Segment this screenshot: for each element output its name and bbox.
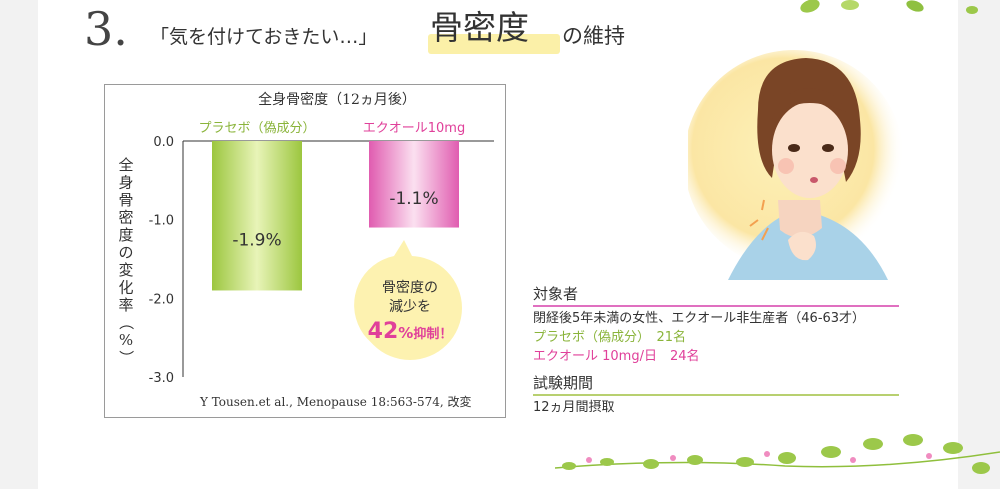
y-axis-label-char: 化 [118, 279, 133, 297]
bars: -1.9% プラセボ（偽成分） -1.1% エクオール10mg [198, 121, 465, 291]
bar-value-label: -1.1% [389, 189, 438, 209]
y-axis-label-char: 全 [118, 156, 133, 174]
period-title: 試験期間 [533, 372, 899, 396]
leaves-decoration-bottom [555, 434, 1000, 474]
y-axis-label-char: ） [117, 350, 135, 365]
page-margin-left [0, 0, 38, 489]
bar-1 [369, 141, 459, 228]
y-axis-label-char: % [119, 331, 133, 349]
y-axis-label-char: 密 [118, 209, 133, 227]
section-number: 3. [84, 2, 128, 56]
y-tick-label: -2.0 [149, 292, 174, 307]
reduction-callout: 骨密度の 減少を 42%抑制！ [354, 240, 462, 360]
heading-highlight [428, 34, 560, 54]
subjects-line: 閉経後5年未満の女性、エクオール非生産者（46-63才） [533, 311, 866, 326]
section-title-tail: の維持 [562, 24, 625, 48]
callout-value-line: 42%抑制！ [368, 319, 453, 344]
callout-circle [358, 256, 462, 360]
callout-unit: % [398, 324, 413, 342]
callout-suffix: 抑制！ [413, 326, 452, 342]
callout-value: 42 [368, 319, 399, 344]
callout-line2: 減少を [389, 298, 431, 315]
y-tick-label: -1.0 [149, 214, 174, 229]
study-info: 対象者 閉経後5年未満の女性、エクオール非生産者（46-63才） プラセボ（偽成… [533, 283, 905, 417]
y-tick-label: -3.0 [149, 371, 174, 386]
y-axis-label-char: 度 [118, 226, 133, 244]
y-axis-label-char: の [118, 244, 133, 262]
y-tick-label: 0.0 [153, 135, 174, 150]
y-axis-label-char: 変 [118, 261, 133, 279]
chart-title: 全身骨密度（12ヵ月後） [258, 91, 416, 108]
section-title: 骨密度 [430, 8, 529, 47]
subjects-placebo: プラセボ（偽成分） 21名 [533, 330, 687, 345]
callout-line1: 骨密度の [382, 279, 438, 296]
y-tick-labels: 0.0 -1.0 -2.0 -3.0 [149, 135, 174, 386]
y-axis-label-char: （ [117, 315, 135, 330]
y-axis-label-char: 骨 [118, 191, 133, 209]
bar-0 [212, 141, 302, 291]
y-axis-label-char: 率 [118, 296, 133, 314]
y-axis-label-char: 身 [118, 174, 133, 192]
section-subtitle: 「気を付けておきたい…」 [150, 26, 378, 48]
woman-illustration [688, 50, 904, 280]
category-label: プラセボ（偽成分） [198, 121, 315, 136]
period-line: 12ヵ月間摂取 [533, 400, 615, 415]
subjects-equol: エクオール 10mg/日 24名 [533, 349, 700, 364]
bar-value-label: -1.9% [232, 231, 281, 251]
subjects-title: 対象者 [533, 283, 899, 307]
category-label: エクオール10mg [363, 121, 465, 136]
chart-frame [104, 84, 506, 418]
chart-citation: Y Tousen.et al., Menopause 18:563-574, 改… [199, 394, 472, 409]
leaves-decoration-top [800, 0, 978, 14]
